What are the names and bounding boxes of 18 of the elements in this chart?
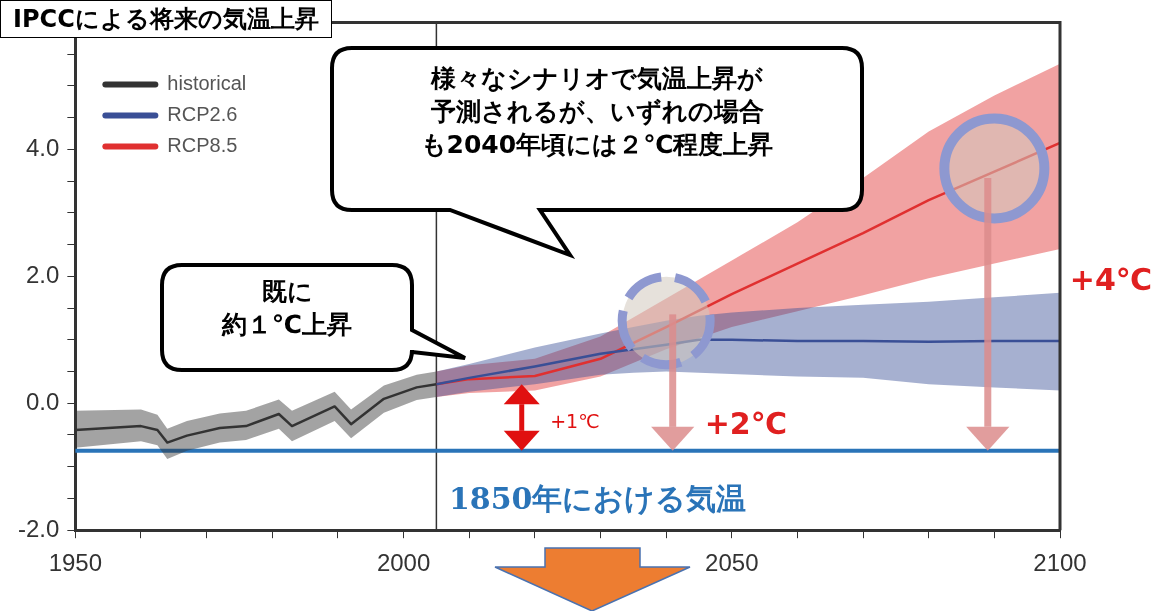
legend-label: RCP2.6 bbox=[167, 102, 238, 125]
annotation: 既に約１℃上昇 bbox=[220, 276, 354, 341]
text: +4℃ bbox=[1068, 262, 1154, 297]
chart-title: IPCCによる将来の気温上昇 bbox=[0, 0, 332, 38]
annotation: +2℃ bbox=[703, 406, 788, 442]
x-tick-label: 1950 bbox=[48, 549, 103, 577]
y-tick-label: 0.0 bbox=[25, 387, 60, 415]
x-tick-label: 2000 bbox=[376, 549, 431, 577]
y-tick-label: 2.0 bbox=[25, 260, 60, 288]
x-tick-label: 2100 bbox=[1033, 549, 1087, 577]
legend-label: historical bbox=[167, 71, 247, 94]
annotation: +1℃ bbox=[549, 409, 601, 432]
x-tick-label: 2050 bbox=[705, 549, 759, 577]
y-tick-label: -2.0 bbox=[18, 514, 60, 542]
annotation: 様々なシナリオで気温上昇が予測されるが、いずれの場合も2040年頃には２℃程度上昇 bbox=[419, 63, 775, 161]
y-tick-label: 4.0 bbox=[25, 133, 60, 161]
ref-line-label: 1850年における気温 bbox=[448, 480, 747, 516]
legend-label: RCP8.5 bbox=[167, 133, 238, 156]
